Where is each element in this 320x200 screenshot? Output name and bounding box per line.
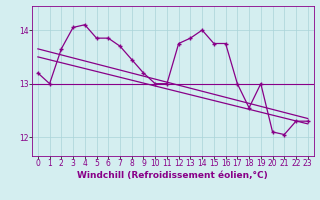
- X-axis label: Windchill (Refroidissement éolien,°C): Windchill (Refroidissement éolien,°C): [77, 171, 268, 180]
